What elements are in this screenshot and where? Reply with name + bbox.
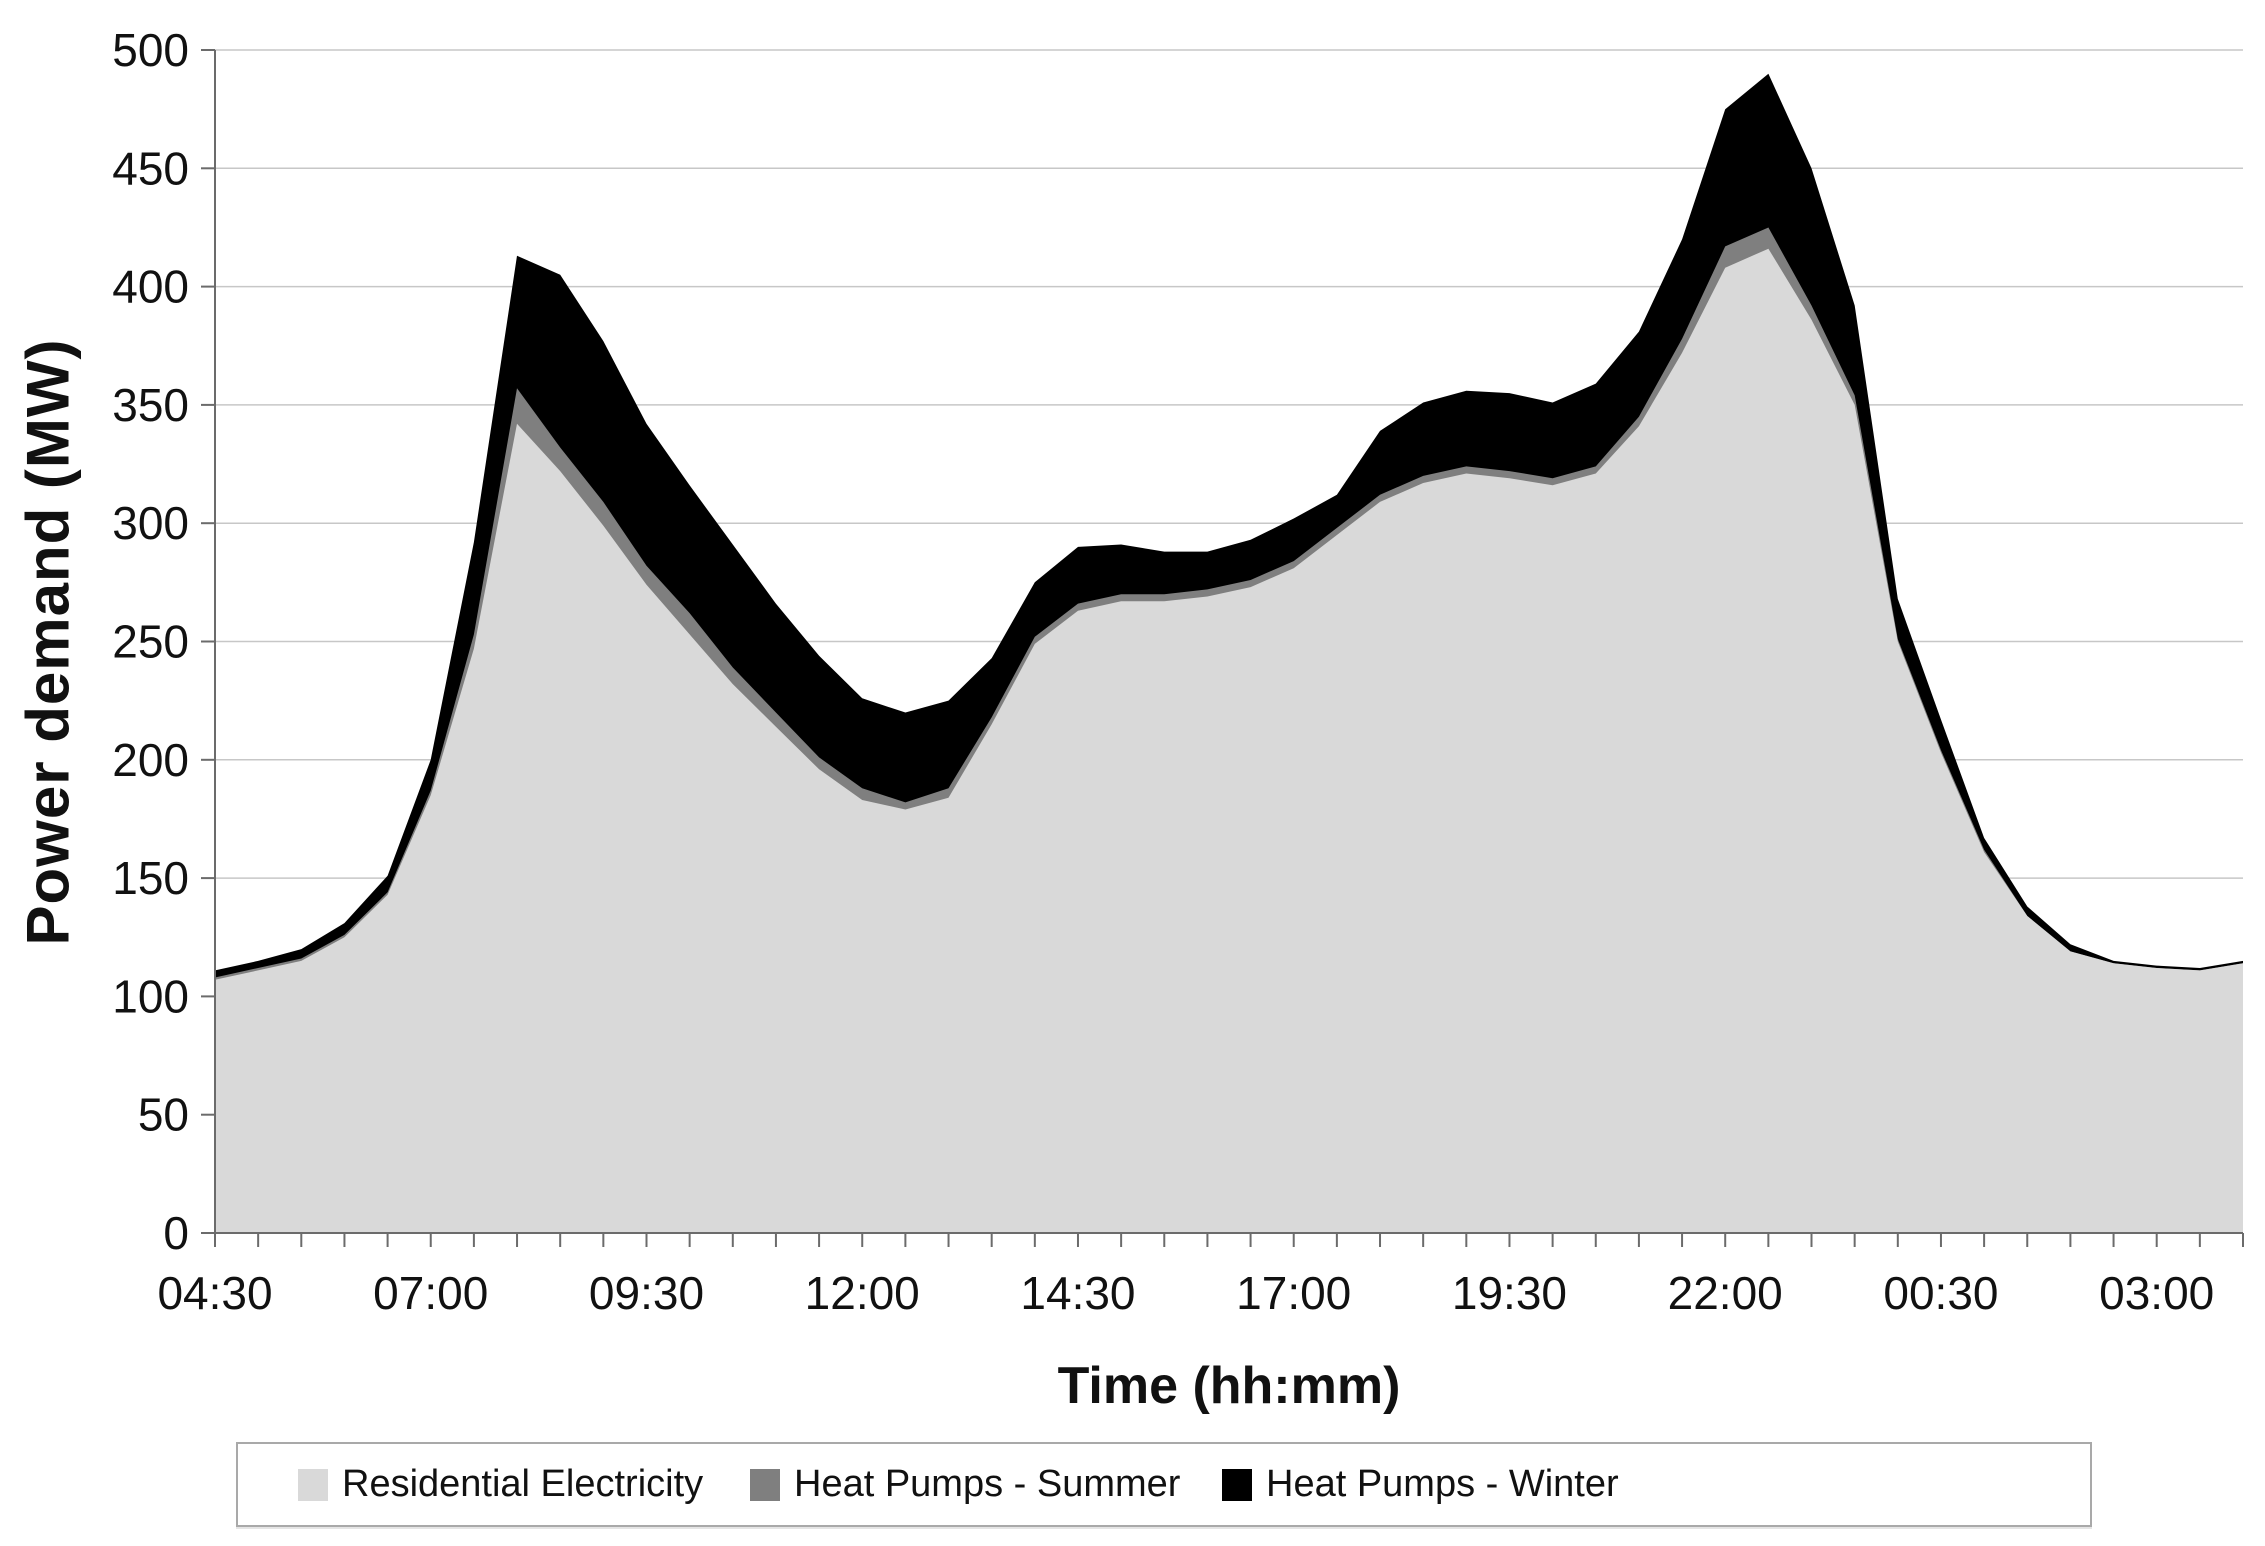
y-tick-label-350: 350	[112, 379, 189, 431]
y-tick-label-0: 0	[163, 1207, 189, 1259]
y-tick-label-450: 450	[112, 142, 189, 194]
y-tick-label-150: 150	[112, 852, 189, 904]
legend-label-heat-pumps-winter: Heat Pumps - Winter	[1266, 1463, 1619, 1505]
x-tick-label-00-30: 00:30	[1883, 1267, 1998, 1319]
x-tick-label-03-00: 03:00	[2099, 1267, 2214, 1319]
y-tick-label-250: 250	[112, 616, 189, 668]
y-axis-title: Power demand (MW)	[14, 338, 82, 946]
legend-item-residential-electricity: Residential Electricity	[298, 1444, 703, 1525]
area-residential-electricity	[215, 248, 2243, 1233]
x-tick-label-19-30: 19:30	[1452, 1267, 1567, 1319]
x-tick-label-09-30: 09:30	[589, 1267, 704, 1319]
y-tick-label-300: 300	[112, 497, 189, 549]
y-tick-label-400: 400	[112, 261, 189, 313]
x-tick-label-07-00: 07:00	[373, 1267, 488, 1319]
legend-label-heat-pumps-summer: Heat Pumps - Summer	[794, 1463, 1181, 1505]
legend-swatch-heat-pumps-winter-icon	[1222, 1468, 1252, 1501]
y-tick-label-100: 100	[112, 970, 189, 1022]
legend-swatch-heat-pumps-summer-icon	[750, 1468, 780, 1501]
legend-item-heat-pumps-winter: Heat Pumps - Winter	[1222, 1444, 1619, 1525]
y-tick-label-50: 50	[138, 1089, 189, 1141]
x-tick-label-17-00: 17:00	[1236, 1267, 1351, 1319]
legend-swatch-residential-electricity-icon	[298, 1468, 328, 1501]
chart-legend: Residential Electricity Heat Pumps - Sum…	[236, 1442, 2092, 1527]
y-tick-label-200: 200	[112, 734, 189, 786]
x-tick-label-22-00: 22:00	[1668, 1267, 1783, 1319]
x-tick-label-04-30: 04:30	[157, 1267, 272, 1319]
legend-label-residential-electricity: Residential Electricity	[342, 1463, 704, 1505]
x-axis-title: Time (hh:mm)	[1057, 1357, 1401, 1415]
legend-item-heat-pumps-summer: Heat Pumps - Summer	[750, 1444, 1180, 1525]
x-tick-label-12-00: 12:00	[805, 1267, 920, 1319]
x-tick-label-14-30: 14:30	[1020, 1267, 1135, 1319]
y-tick-label-500: 500	[112, 24, 189, 76]
